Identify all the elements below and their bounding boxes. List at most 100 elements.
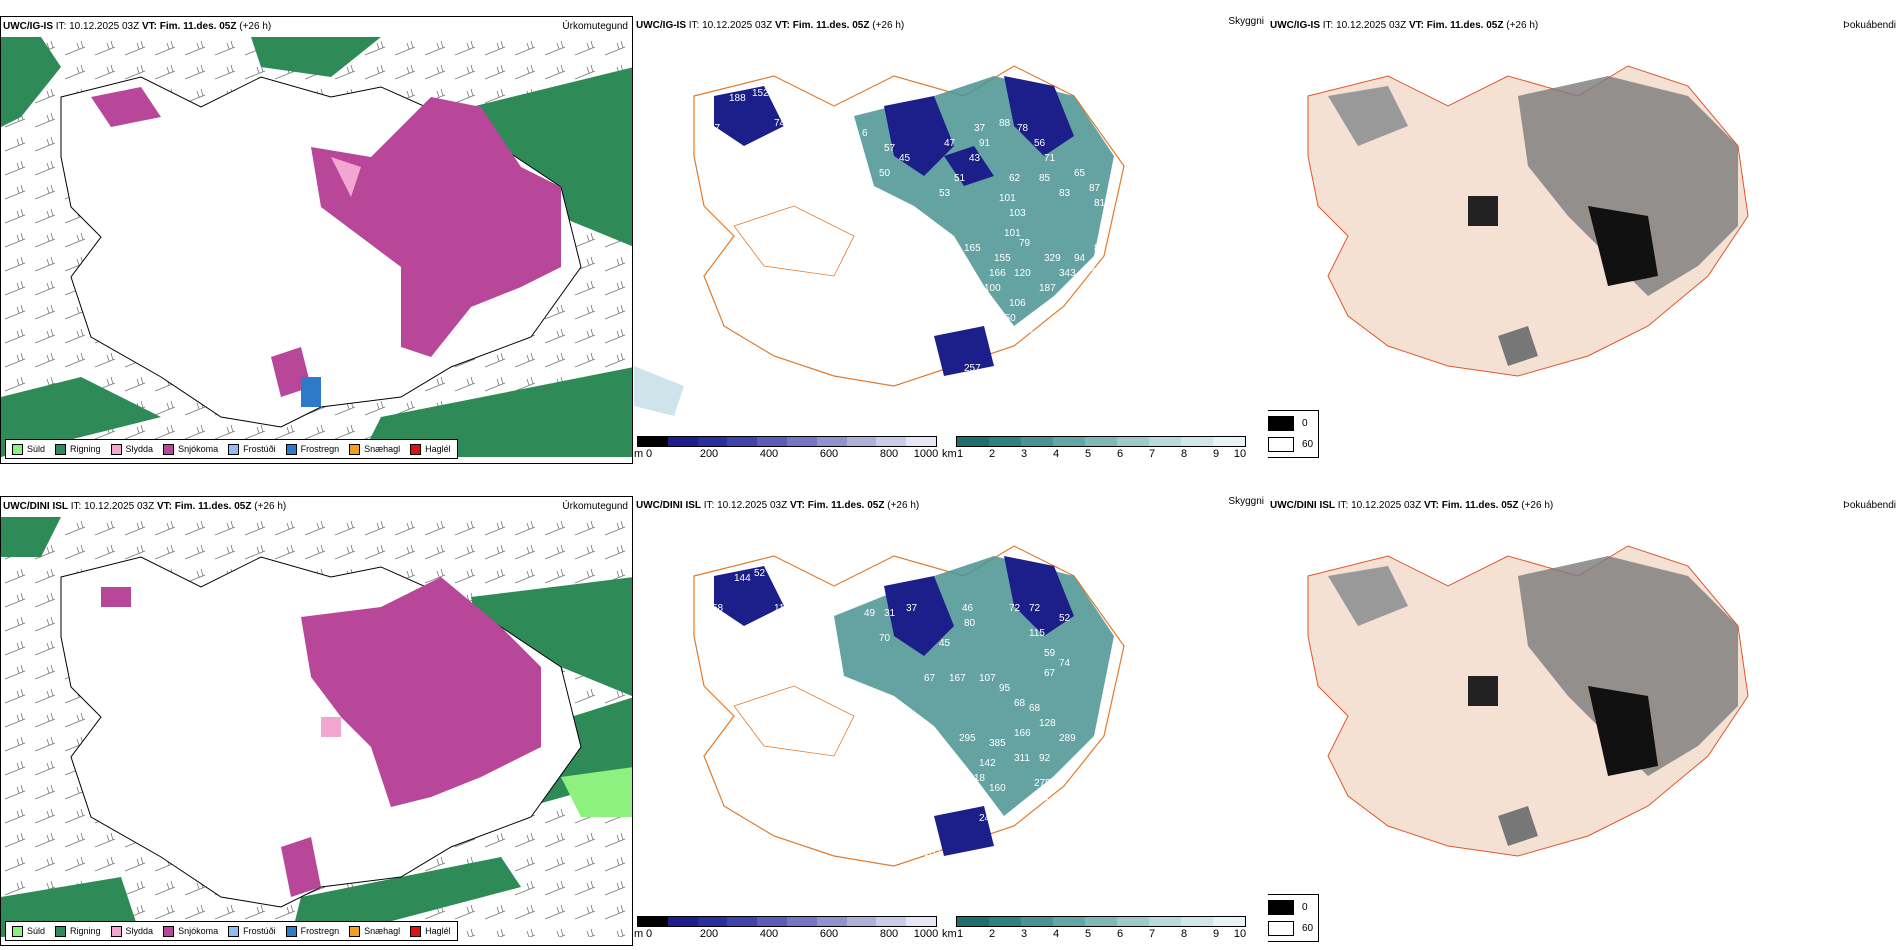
legend-swatch [163,925,175,937]
visibility-label: 142 [979,758,996,769]
panel-header: UWC/DINI ISL IT: 10.12.2025 03Z VT: Fim.… [3,501,287,512]
panel-title: Úrkomutegund [562,21,628,32]
precip-map [1,517,632,937]
visibility-label: 188 [729,93,746,104]
colorbar-ticks: 0 200 400 600 800 1000 [645,448,939,460]
visibility-label: 244 [979,813,996,824]
visibility-label: 72 [1029,603,1041,614]
legend-swatch [349,925,361,937]
visibility-label: 311 [1014,753,1030,764]
visibility-label: 62 [1009,173,1021,184]
visibility-label: 295 [959,733,976,744]
legend-item: Frostúði [228,443,276,455]
visibility-label: 94 [1074,253,1086,264]
visibility-label: 343 [1059,268,1076,279]
visibility-label: 37 [906,603,918,614]
cloud-base-unit: m [634,928,644,940]
visibility-label: 63 [1084,263,1096,274]
visibility-label: 69 [894,753,906,764]
visibility-label: 289 [1059,733,1076,744]
panel-header: UWC/IG-IS IT: 10.12.2025 03Z VT: Fim. 11… [636,20,905,31]
visibility-label: 187 [1039,283,1056,294]
colorbar-bars [956,916,1246,927]
legend-swatch [228,925,240,937]
visibility-label: 275 [1034,778,1051,789]
fog-legend-item: 0 [1268,416,1308,431]
legend-item: Rigning [55,443,101,455]
visibility-label: 88 [1094,243,1106,254]
legend-item: Snæhagl [349,925,400,937]
visibility-label: 92 [1039,753,1051,764]
visibility-label: 107 [979,673,996,684]
colorbar-ticks: 1 2 3 4 5 6 7 8 9 10 [956,448,1247,460]
visibility-label: 26 [924,403,936,414]
panel-header: UWC/DINI ISL IT: 10.12.2025 03Z VT: Fim.… [1270,500,1554,511]
visibility-label: 83 [1059,188,1071,199]
legend-item: Snjókoma [163,443,218,455]
visibility-label: 68 [1014,698,1026,709]
cloud-base-colorbar: 0 200 400 600 800 1000 [637,916,939,940]
cloud-visibility-panel-bottom: UWC/DINI ISL IT: 10.12.2025 03Z VT: Fim.… [634,496,1268,946]
visibility-label: 101 [999,193,1016,204]
visibility-label: 57 [884,143,896,154]
visibility-label: 45 [939,638,951,649]
visibility-label: 70 [879,633,891,644]
visibility-label: 79 [964,278,976,289]
fog-map [1307,545,1749,857]
visibility-label: 16 [939,378,951,389]
visibility-label: 149 [884,268,901,279]
legend-item: Snæhagl [349,443,400,455]
visibility-label: 269 [979,318,996,329]
visibility-label: 85 [1039,173,1051,184]
visibility-label: 46 [962,603,974,614]
visibility-label: 54 [879,753,891,764]
legend-item: Rigning [55,925,101,937]
visibility-label: 88 [999,118,1011,129]
visibility-label: 74 [774,118,786,129]
visibility-label: 106 [1009,298,1026,309]
visibility-label: 115 [1029,628,1045,639]
visibility-label: 166 [989,268,1006,279]
visibility-label: 43 [969,153,981,164]
visibility-label: 59 [1094,793,1106,804]
legend-item: Frostregn [285,443,339,455]
cloud-base-unit: m [634,448,644,460]
visibility-label: 53 [1029,328,1041,339]
visibility-label: 111 [774,603,790,614]
visibility-label: 74 [1059,658,1071,669]
colorbar-ticks: 0 200 400 600 800 1000 [645,928,939,940]
visibility-label: 87 [1089,183,1101,194]
legend-item: Súld [12,443,45,455]
visibility-label: 56 [1034,138,1046,149]
legend-swatch [410,443,422,455]
visibility-label: 98 [939,408,951,419]
visibility-label: 63 [909,753,921,764]
precip-legend: Súld Rigning Slydda Snjókoma Frostúði Fr… [5,921,458,941]
legend-swatch [110,925,122,937]
visibility-unit: km [942,928,957,940]
visibility-label: 120 [1014,268,1031,279]
visibility-label: 257 [964,363,981,374]
fog-panel-bottom: UWC/DINI ISL IT: 10.12.2025 03Z VT: Fim.… [1268,496,1900,946]
legend-swatch [285,443,297,455]
visibility-label: 78 [1017,123,1029,134]
visibility-label: 58 [712,603,724,614]
visibility-label: 68 [1029,703,1041,714]
precip-type-panel-top: UWC/IG-IS IT: 10.12.2025 03Z VT: Fim. 11… [0,16,633,464]
visibility-label: 95 [999,683,1011,694]
legend-swatch [55,443,67,455]
visibility-label: 52 [754,568,766,579]
visibility-label: 51 [954,173,966,184]
visibility-label: 79 [1019,238,1031,249]
legend-item: Frostúði [228,925,276,937]
visibility-label: 128 [1039,718,1056,729]
legend-swatch [349,443,361,455]
colorbar-ticks: 1 2 3 4 5 6 7 8 9 10 [956,928,1247,940]
visibility-label: 217 [789,278,806,289]
panel-header: UWC/IG-IS IT: 10.12.2025 03Z VT: Fim. 11… [1270,20,1539,31]
cloud-base-colorbar: 0 200 400 600 800 1000 [637,436,939,460]
visibility-label: 144 [1024,818,1041,829]
visibility-label: 59 [1044,648,1056,659]
visibility-label: 118 [969,773,985,784]
